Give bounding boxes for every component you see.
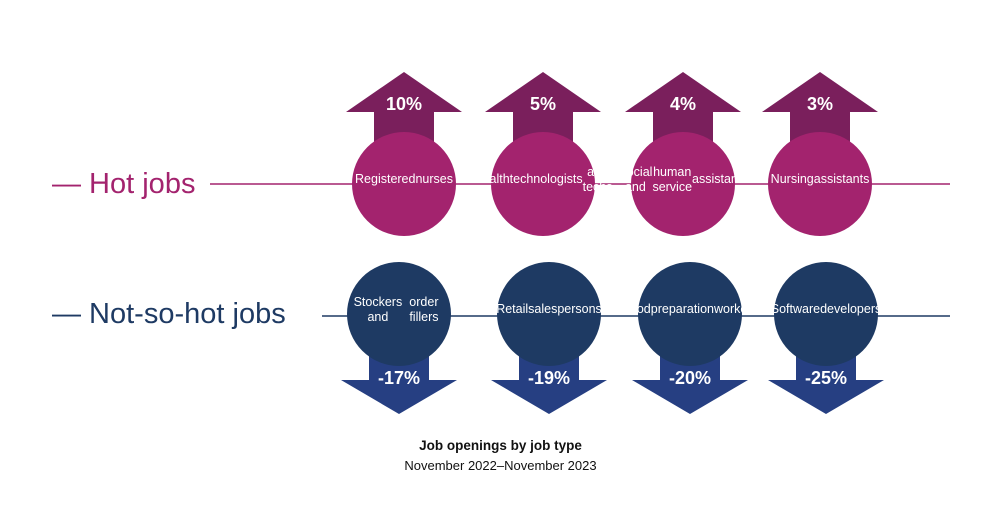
- hot-jobs-marks: [346, 72, 878, 236]
- not-so-hot-job-circle-food-preparation-workers: [638, 262, 742, 366]
- hot-job-label-nursing-assistants: Nursing assistants: [770, 144, 870, 216]
- up-arrow-health-technologists-and-techs: [485, 72, 601, 150]
- job-label-line: preparation: [650, 302, 714, 317]
- hot-job-label-registered-nurses: Registered nurses: [355, 144, 453, 216]
- not-so-hot-job-label-stockers-and-order-fillers: Stockers and order fillers: [353, 274, 445, 346]
- change-value-social-and-human-service-assistants: 4%: [669, 94, 696, 114]
- job-label-line: salespersons: [528, 302, 602, 317]
- change-value-health-technologists-and-techs: 5%: [529, 94, 556, 114]
- not-so-hot-marks: [341, 262, 884, 414]
- change-value-nursing-assistants: 3%: [806, 94, 833, 114]
- job-label-line: nurses: [415, 172, 453, 187]
- change-value-software-developers: -25%: [804, 368, 848, 388]
- up-arrow-social-and-human-service-assistants: [625, 72, 741, 150]
- change-value-registered-nurses: 10%: [385, 94, 423, 114]
- job-label-line: order fillers: [409, 294, 439, 324]
- not-so-hot-job-label-food-preparation-workers: Food preparation workers: [622, 274, 758, 346]
- not-so-hot-job-label-retail-salespersons: Retail salespersons: [496, 274, 602, 346]
- job-label-line: assistants: [692, 172, 748, 187]
- job-label-line: Software: [770, 302, 821, 317]
- change-value-food-preparation-workers: -20%: [668, 368, 712, 388]
- hot-job-circle-registered-nurses: [352, 132, 456, 236]
- down-arrow-food-preparation-workers: [632, 340, 748, 414]
- job-label-line: developers: [820, 302, 882, 317]
- down-arrow-stockers-and-order-fillers: [341, 340, 457, 414]
- up-arrow-registered-nurses: [346, 72, 462, 150]
- job-label-line: technologists: [509, 172, 583, 187]
- caption-title: Job openings by job type: [419, 438, 582, 453]
- caption-subtitle: November 2022–November 2023: [404, 458, 597, 473]
- job-label-line: Health: [473, 172, 510, 187]
- hot-job-circle-nursing-assistants: [768, 132, 872, 236]
- hot-job-circle-health-technologists-and-techs: [491, 132, 595, 236]
- job-label-line: Nursing: [770, 172, 814, 187]
- hot-job-label-health-technologists-and-techs: Health technologists and techs: [474, 144, 613, 216]
- not-so-hot-job-label-software-developers: Software developers: [771, 274, 882, 346]
- hot-job-circle-social-and-human-service-assistants: [631, 132, 735, 236]
- job-label-line: Stockers and: [353, 294, 403, 324]
- not-so-hot-jobs-label: — Not-so-hot jobs: [52, 298, 286, 330]
- job-label-line: human service: [652, 164, 693, 194]
- not-so-hot-job-circle-retail-salespersons: [497, 262, 601, 366]
- hot-jobs-label: — Hot jobs: [52, 168, 196, 200]
- job-label-line: Social and: [618, 164, 653, 194]
- hot-job-label-social-and-human-service-assistants: Social and human service assistants: [618, 144, 747, 216]
- down-arrow-software-developers: [768, 340, 884, 414]
- job-label-line: assistants: [813, 172, 870, 187]
- change-value-stockers-and-order-fillers: -17%: [377, 368, 421, 388]
- up-arrow-nursing-assistants: [762, 72, 878, 150]
- job-label-line: Food: [622, 302, 651, 317]
- job-label-line: Registered: [355, 172, 416, 187]
- job-label-line: Retail: [496, 302, 529, 317]
- change-value-retail-salespersons: -19%: [527, 368, 571, 388]
- not-so-hot-job-circle-software-developers: [774, 262, 878, 366]
- job-label-line: and techs: [582, 164, 613, 194]
- job-label-line: workers: [714, 302, 758, 317]
- down-arrow-retail-salespersons: [491, 340, 607, 414]
- not-so-hot-job-circle-stockers-and-order-fillers: [347, 262, 451, 366]
